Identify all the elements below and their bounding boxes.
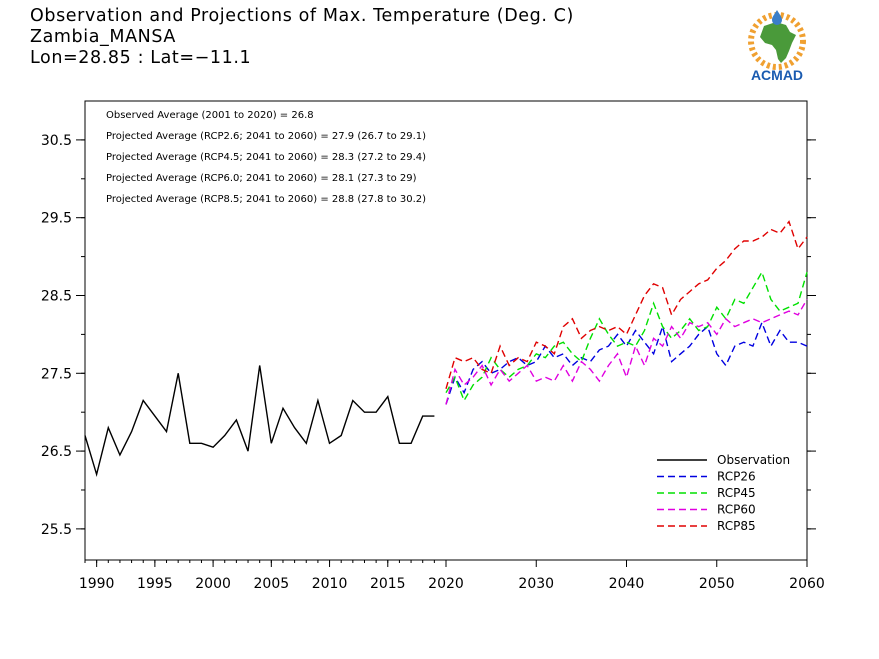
x-tick-label: 2050 [699,576,735,592]
logo-text: ACMAD [751,67,803,83]
title-line-2: Zambia_MANSA [30,27,176,47]
legend-label: Observation [717,453,790,467]
series [84,220,808,478]
x-tick-label: 2030 [518,576,554,592]
series-line-rcp85 [445,220,808,389]
title-line-3: Lon=28.85 : Lat=−11.1 [30,48,252,68]
legend-label: RCP26 [717,470,756,484]
series-line-rcp60 [445,299,808,405]
x-tick-label: 2015 [370,576,406,592]
chart-title: Observation and Projections of Max. Temp… [30,6,574,69]
axes: 1990 1995 2000 2005 2010 2015 2020 2030 2040 2050… [41,133,825,592]
x-tick-label: 2005 [254,576,290,592]
stat-line: Projected Average (RCP4.5; 2041 to 2060)… [106,152,426,163]
legend-label: RCP85 [717,519,756,533]
x-tick-label: 2040 [609,576,645,592]
y-tick-label: 28.5 [41,288,72,304]
y-tick-label: 26.5 [41,444,72,460]
x-tick-label: 2020 [428,576,464,592]
x-tick-label: 1995 [137,576,173,592]
y-tick-label: 30.5 [41,133,72,149]
x-tick-label: 2000 [195,576,231,592]
stat-line: Projected Average (RCP2.6; 2041 to 2060)… [106,131,426,142]
stats-annotations: Observed Average (2001 to 2020) = 26.8 Pr… [106,110,426,205]
stat-line: Observed Average (2001 to 2020) = 26.8 [106,110,314,121]
y-tick-label: 27.5 [41,366,72,382]
x-tick-label: 1990 [79,576,115,592]
stat-line: Projected Average (RCP8.5; 2041 to 2060)… [106,194,426,205]
legend-label: RCP45 [717,486,756,500]
series-line-rcp45 [445,270,808,403]
legend-label: RCP60 [717,503,756,517]
x-tick-label: 2060 [789,576,825,592]
series-line-rcp26 [445,320,808,405]
x-tick-label: 2010 [312,576,348,592]
y-tick-label: 25.5 [41,522,72,538]
series-line-observation [84,365,435,478]
legend: Observation RCP26 RCP45 RCP60 RCP85 [657,453,790,533]
acmad-logo: ACMAD [748,10,806,83]
title-line-1: Observation and Projections of Max. Temp… [30,6,574,26]
water-drop-icon [772,10,782,25]
stat-line: Projected Average (RCP6.0; 2041 to 2060)… [106,173,417,184]
y-tick-label: 29.5 [41,211,72,227]
africa-icon [760,22,796,63]
